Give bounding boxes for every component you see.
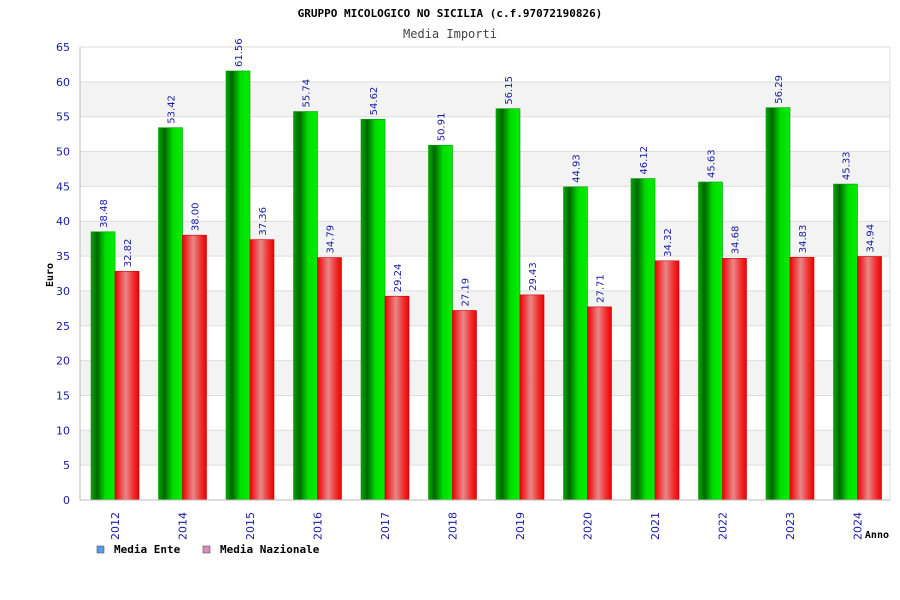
y-axis-ticks: 0 5 10 15 20 25 30 35 40 45 50 55 60 65	[56, 41, 70, 507]
bar-media-ente-2023	[765, 107, 791, 501]
x-tick-label: 2017	[379, 512, 392, 540]
x-tick-label: 2023	[784, 512, 797, 540]
x-tick-label: 2016	[312, 512, 325, 540]
x-tick-label: 2012	[109, 512, 122, 540]
y-tick-label: 5	[63, 459, 70, 472]
grid-band	[80, 360, 890, 396]
value-label: 38.00	[191, 203, 202, 232]
bar-media-nazionale-2020	[587, 306, 612, 501]
y-tick-label: 35	[56, 250, 70, 263]
bar-media-ente-2017	[360, 119, 386, 501]
value-label: 34.94	[866, 224, 877, 253]
bar-media-nazionale-2012	[114, 270, 140, 501]
y-tick-label: 40	[56, 215, 70, 228]
y-tick-label: 25	[56, 320, 70, 333]
value-label: 34.79	[326, 225, 337, 254]
value-label: 34.68	[731, 226, 742, 255]
value-label: 29.43	[528, 262, 539, 291]
value-label: 44.93	[572, 154, 583, 183]
bar-media-ente-2012	[90, 231, 116, 501]
x-tick-label: 2024	[852, 512, 865, 540]
bar-media-ente-2015	[225, 70, 251, 501]
bar-media-nazionale-2016	[317, 257, 342, 501]
legend-swatch	[202, 545, 211, 554]
y-axis-label: Euro	[45, 263, 56, 287]
bar-media-ente-2024	[833, 183, 858, 501]
value-label: 61.56	[234, 38, 245, 67]
value-label: 45.33	[842, 151, 853, 180]
bar-media-nazionale-2022	[722, 258, 747, 501]
value-label: 37.36	[258, 207, 269, 236]
x-tick-label: 2020	[582, 512, 595, 540]
bar-media-nazionale-2018	[452, 310, 477, 501]
x-tick-label: 2015	[244, 512, 257, 540]
bar-media-nazionale-2024	[857, 256, 882, 501]
bar-media-nazionale-2014	[182, 234, 207, 501]
bar-media-nazionale-2017	[384, 295, 410, 501]
y-tick-label: 20	[56, 355, 70, 368]
grid-band	[80, 151, 890, 187]
bar-media-nazionale-2019	[519, 294, 545, 501]
y-tick-label: 0	[63, 494, 70, 507]
value-label: 56.15	[504, 76, 515, 105]
y-tick-label: 10	[56, 424, 70, 437]
grid-band	[80, 81, 890, 117]
value-label: 53.42	[167, 95, 178, 124]
y-tick-label: 15	[56, 389, 70, 402]
x-tick-label: 2022	[717, 512, 730, 540]
x-axis-ticks: 2012 2014 2015 2016 2017 2018 2019 2020 2021 2022…	[109, 512, 865, 540]
value-label: 45.63	[707, 149, 718, 178]
y-tick-label: 55	[56, 111, 70, 124]
x-tick-label: 2021	[649, 512, 662, 540]
bar-media-ente-2016	[293, 111, 318, 501]
x-tick-label: 2014	[177, 512, 190, 540]
legend-label: Media Nazionale	[220, 543, 320, 556]
value-label: 27.19	[461, 278, 472, 307]
value-label: 55.74	[302, 79, 313, 108]
value-label: 50.91	[437, 113, 448, 142]
bar-media-ente-2018	[428, 144, 453, 501]
bar-media-ente-2022	[698, 181, 723, 501]
legend-label: Media Ente	[114, 543, 181, 556]
bar-media-ente-2014	[158, 127, 183, 501]
value-label: 56.29	[774, 75, 785, 104]
chart-title: GRUPPO MICOLOGICO NO SICILIA (c.f.970721…	[298, 7, 603, 20]
value-label: 29.24	[393, 264, 404, 293]
y-tick-label: 50	[56, 146, 70, 159]
grid-band	[80, 221, 890, 257]
chart-subtitle: Media Importi	[403, 27, 497, 41]
grid-band	[80, 290, 890, 326]
value-label: 34.83	[798, 225, 809, 254]
y-tick-label: 45	[56, 180, 70, 193]
value-label: 34.32	[663, 228, 674, 257]
bar-media-nazionale-2021	[654, 260, 680, 501]
grid-bands	[80, 81, 890, 466]
bar-media-nazionale-2023	[789, 256, 815, 501]
legend: Media Ente Media Nazionale	[96, 543, 320, 556]
value-label: 54.62	[369, 87, 380, 116]
value-label: 38.48	[99, 199, 110, 228]
value-label: 27.71	[596, 274, 607, 303]
bars	[90, 70, 882, 501]
bar-media-ente-2020	[563, 186, 588, 501]
y-tick-label: 30	[56, 285, 70, 298]
value-labels: 38.48 32.82 53.42 38.00 61.56 37.36 55.74 34.79…	[99, 38, 877, 306]
y-tick-label: 60	[56, 76, 70, 89]
x-tick-label: 2018	[447, 512, 460, 540]
x-axis-label: Anno	[865, 530, 889, 541]
bar-media-ente-2019	[495, 108, 521, 501]
bar-media-ente-2021	[630, 178, 656, 501]
bar-media-nazionale-2015	[249, 239, 275, 501]
value-label: 32.82	[123, 239, 134, 268]
legend-swatch	[96, 545, 105, 554]
y-tick-label: 65	[56, 41, 70, 54]
grid-band	[80, 430, 890, 466]
value-label: 46.12	[639, 146, 650, 175]
x-tick-label: 2019	[514, 512, 527, 540]
